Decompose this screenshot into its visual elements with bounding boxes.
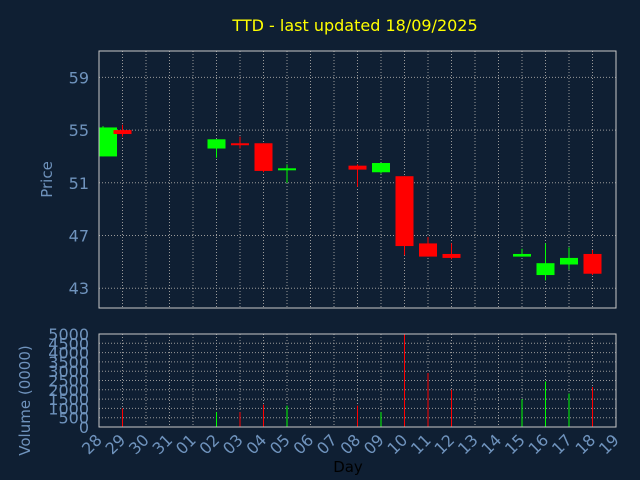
volume-y-tick-label: 5000 [48,325,89,344]
price-frame [98,50,617,309]
price-y-tick-label: 51 [69,174,89,193]
candle-body [583,253,602,274]
x-tick-label: 19 [595,430,623,458]
candle-body [348,165,367,170]
volume-y-tick-label: 4000 [48,344,89,363]
candle-body [372,163,390,173]
candle-body [536,263,555,276]
candle-body [231,143,249,146]
x-axis-ticks: 2829303101020304050607080910111213141516… [78,430,623,458]
volume-y-tick-label: 2000 [48,381,89,400]
price-y-ticks: 43 47 51 55 59 [69,68,89,298]
candle-body [99,127,117,157]
volume-frame [98,333,617,428]
volume-y-tick-label: 0 [79,418,89,437]
volume-axis-label: Volume (0000) [16,345,34,455]
candle-body [207,139,226,149]
volume-panel: 0500100015002000250030003500400045005000… [16,325,617,456]
candle-body [513,253,531,257]
price-axis-label: Price [38,161,56,198]
chart-title: TTD - last updated 18/09/2025 [231,16,477,35]
price-y-tick-label: 47 [69,227,89,246]
price-y-tick-label: 59 [69,68,89,87]
candle-body [560,257,578,265]
x-axis-label: Day [333,458,363,476]
price-panel: 43 47 51 55 59 Price [38,50,617,309]
price-y-tick-label: 43 [69,279,89,298]
volume-y-tick-label: 4500 [48,334,89,353]
volume-y-tick-label: 3500 [48,353,89,372]
volume-y-tick-label: 3000 [48,362,89,381]
candle-body [395,176,414,247]
volume-y-tick-label: 1000 [48,399,89,418]
candle-body [278,168,296,171]
price-y-tick-label: 55 [69,121,89,140]
price-candles [99,124,602,281]
volume-bars [122,334,593,427]
candle-body [442,253,461,258]
candle-body [419,243,437,257]
candle-body [113,130,132,135]
volume-y-tick-label: 500 [58,409,89,428]
volume-y-tick-label: 1500 [48,390,89,409]
price-grid [99,51,616,308]
volume-y-tick-label: 2500 [48,372,89,391]
candle-body [254,143,273,171]
